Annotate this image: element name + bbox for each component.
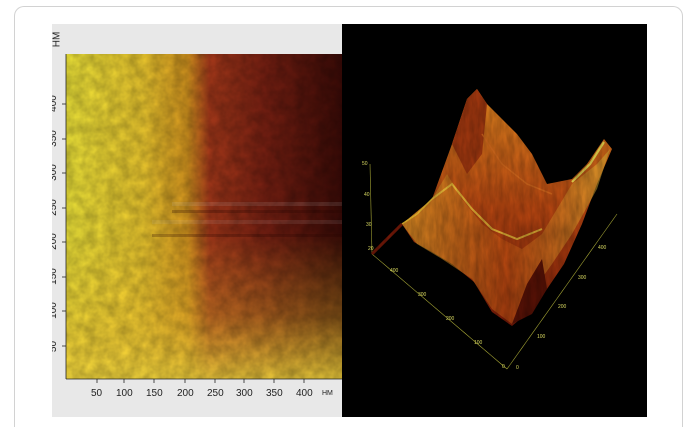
y-axis-unit: НМ: [52, 31, 63, 48]
x-tick-label: 300: [236, 388, 253, 399]
right-axis-tick: 400: [598, 245, 607, 251]
y-tick-label: 50: [52, 340, 60, 353]
x-tick-label: 400: [296, 388, 313, 399]
right-axis-tick: 100: [537, 334, 546, 340]
front-axis-tick: 0: [502, 364, 505, 370]
afm-map-image: [66, 54, 342, 379]
z-tick-label: 50: [362, 161, 368, 167]
x-tick-label: 100: [116, 388, 133, 399]
afm-3d-surface: [362, 79, 632, 370]
y-tick-label: 100: [52, 302, 59, 319]
z-tick-label: 40: [364, 192, 370, 198]
z-tick-label: 30: [366, 222, 372, 228]
front-axis-tick: 400: [390, 268, 399, 274]
afm-2d-map: [62, 54, 342, 383]
right-axis-tick: 0: [516, 365, 519, 371]
x-tick-label: 200: [177, 388, 194, 399]
y-tick-label: 250: [52, 199, 59, 216]
right-axis-tick: 200: [558, 304, 567, 310]
y-tick-label: 150: [52, 268, 59, 285]
front-axis-tick: 100: [474, 340, 483, 346]
x-tick-label: 150: [146, 388, 163, 399]
front-axis-tick: 300: [418, 292, 427, 298]
right-axis-tick: 300: [578, 275, 587, 281]
x-tick-label: 50: [91, 388, 103, 399]
3d-surface-mesh: [362, 79, 632, 369]
y-tick-label: 350: [52, 130, 59, 147]
y-tick-label: 400: [52, 95, 59, 112]
y-tick-label: 300: [52, 164, 59, 181]
front-axis-tick: 200: [446, 316, 455, 322]
x-tick-label: 350: [266, 388, 283, 399]
afm-2d-map-panel: НМ 50 100 150 200 250 300 350 400 50 100…: [52, 24, 342, 417]
z-tick-label: 20: [368, 246, 374, 252]
y-tick-label: 200: [52, 233, 59, 250]
x-axis-unit: НМ: [322, 390, 333, 397]
afm-3d-surface-panel: 50 40 30 20 400 300 200 100 0 0 100 200 …: [342, 24, 647, 417]
x-tick-label: 250: [207, 388, 224, 399]
